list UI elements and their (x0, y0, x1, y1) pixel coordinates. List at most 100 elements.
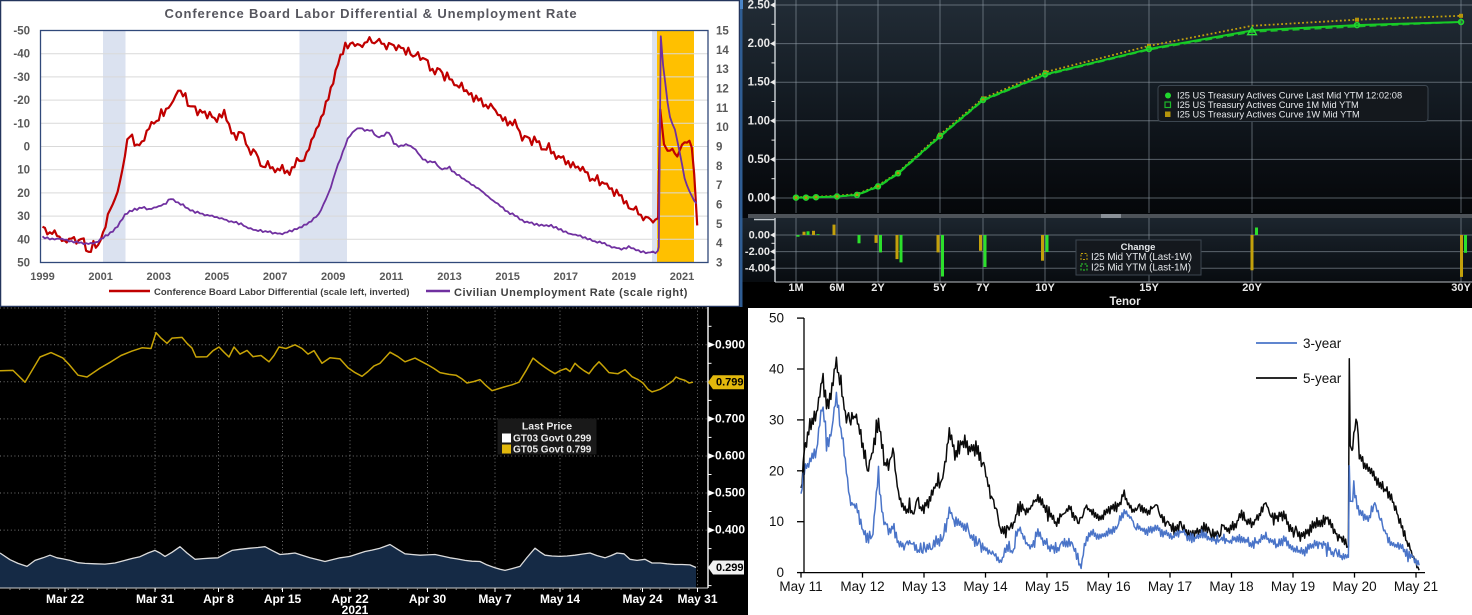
svg-text:3: 3 (716, 258, 722, 270)
svg-text:I25 US Treasury Actives Curve: I25 US Treasury Actives Curve Last Mid Y… (1177, 91, 1402, 101)
svg-text:20Y: 20Y (1242, 282, 1262, 294)
svg-text:I25 US Treasury Actives Curve: I25 US Treasury Actives Curve 1M Mid YTM (1177, 100, 1359, 110)
svg-text:May 18: May 18 (1209, 579, 1253, 594)
svg-text:10: 10 (17, 165, 30, 177)
svg-text:May 16: May 16 (1086, 579, 1130, 594)
svg-text:40: 40 (769, 362, 784, 377)
svg-text:4: 4 (716, 238, 723, 250)
svg-text:10: 10 (716, 122, 729, 134)
svg-text:May 14: May 14 (540, 592, 580, 606)
svg-text:2011: 2011 (379, 271, 403, 283)
svg-text:Conference Board Labor Differe: Conference Board Labor Differential & Un… (165, 6, 578, 21)
svg-text:9: 9 (716, 142, 722, 154)
svg-text:1.00: 1.00 (748, 115, 770, 127)
svg-text:May 12: May 12 (840, 579, 884, 594)
svg-text:Tenor: Tenor (1109, 296, 1141, 308)
svg-text:14: 14 (716, 45, 729, 57)
svg-text:May 17: May 17 (1148, 579, 1192, 594)
svg-text:50: 50 (17, 258, 30, 270)
svg-text:-4.00: -4.00 (745, 263, 770, 275)
svg-text:0.600: 0.600 (715, 449, 745, 463)
svg-text:2021: 2021 (670, 271, 694, 283)
svg-text:0: 0 (776, 565, 784, 580)
svg-text:13: 13 (716, 64, 729, 76)
svg-text:5Y: 5Y (933, 282, 947, 294)
svg-text:Civilian Unemployment Rate (sc: Civilian Unemployment Rate (scale right) (454, 287, 688, 299)
svg-text:0.900: 0.900 (715, 337, 745, 351)
svg-text:0.00: 0.00 (749, 230, 770, 242)
svg-text:May 24: May 24 (622, 592, 662, 606)
svg-text:2003: 2003 (147, 271, 171, 283)
svg-text:GT05 Govt 0.799: GT05 Govt 0.799 (513, 445, 592, 456)
svg-text:Conference Board Labor Differe: Conference Board Labor Differential (sca… (154, 287, 410, 298)
svg-text:11: 11 (716, 103, 729, 115)
svg-text:0.400: 0.400 (715, 523, 745, 537)
svg-text:Last Price: Last Price (522, 421, 572, 433)
svg-text:30: 30 (769, 412, 784, 427)
svg-text:-30: -30 (13, 72, 30, 84)
svg-text:8: 8 (716, 161, 723, 173)
svg-text:12: 12 (716, 84, 729, 96)
svg-text:15Y: 15Y (1139, 282, 1159, 294)
svg-text:3-year: 3-year (1303, 336, 1342, 351)
svg-text:Apr 15: Apr 15 (264, 592, 302, 606)
svg-text:0.00: 0.00 (748, 193, 770, 205)
svg-text:0.50: 0.50 (748, 154, 770, 166)
svg-text:GT03 Govt 0.299: GT03 Govt 0.299 (513, 434, 592, 445)
svg-text:2001: 2001 (88, 271, 112, 283)
svg-text:I25 Mid YTM (Last-1M): I25 Mid YTM (Last-1M) (1091, 263, 1191, 274)
svg-text:May 14: May 14 (963, 579, 1008, 594)
svg-text:Apr 8: Apr 8 (203, 592, 234, 606)
svg-text:7Y: 7Y (976, 282, 990, 294)
svg-text:5: 5 (716, 219, 723, 231)
svg-text:2017: 2017 (554, 271, 578, 283)
svg-text:20: 20 (17, 188, 30, 200)
svg-text:Apr 22: Apr 22 (331, 592, 369, 606)
svg-text:5-year: 5-year (1303, 371, 1342, 386)
svg-text:50: 50 (769, 311, 784, 326)
svg-text:40: 40 (17, 234, 30, 246)
svg-text:-50: -50 (13, 26, 30, 38)
svg-text:30: 30 (17, 211, 30, 223)
svg-text:1.50: 1.50 (748, 77, 770, 89)
svg-text:0: 0 (24, 142, 30, 154)
svg-text:2013: 2013 (437, 271, 461, 283)
svg-text:2019: 2019 (612, 271, 636, 283)
svg-text:May 13: May 13 (902, 579, 946, 594)
svg-text:Mar 31: Mar 31 (136, 592, 174, 606)
svg-text:2015: 2015 (495, 271, 519, 283)
svg-text:0.799: 0.799 (716, 377, 744, 389)
svg-text:May 7: May 7 (478, 592, 512, 606)
svg-text:6M: 6M (829, 282, 844, 294)
svg-text:2005: 2005 (205, 271, 229, 283)
svg-text:-20: -20 (13, 95, 30, 107)
svg-text:2009: 2009 (321, 271, 345, 283)
svg-text:-2.00: -2.00 (745, 246, 770, 258)
svg-text:Change: Change (1121, 242, 1156, 253)
svg-text:15: 15 (716, 26, 729, 38)
svg-text:May 15: May 15 (1025, 579, 1069, 594)
svg-text:20: 20 (769, 463, 784, 478)
svg-text:-40: -40 (13, 49, 30, 61)
svg-text:May 20: May 20 (1332, 579, 1376, 594)
svg-text:May 19: May 19 (1271, 579, 1315, 594)
svg-text:0.500: 0.500 (715, 486, 745, 500)
svg-text:May 21: May 21 (1394, 579, 1438, 594)
svg-text:Mar 22: Mar 22 (46, 592, 84, 606)
svg-text:0.299: 0.299 (716, 562, 744, 574)
svg-text:I25 Mid YTM (Last-1W): I25 Mid YTM (Last-1W) (1091, 252, 1192, 263)
svg-text:2Y: 2Y (871, 282, 885, 294)
svg-text:10: 10 (769, 514, 784, 529)
svg-text:2.00: 2.00 (748, 38, 770, 50)
svg-text:7: 7 (716, 180, 722, 192)
svg-text:10Y: 10Y (1035, 282, 1055, 294)
svg-text:May 31: May 31 (677, 592, 717, 606)
svg-text:2021: 2021 (342, 603, 369, 615)
svg-text:30Y: 30Y (1451, 282, 1471, 294)
svg-text:0.700: 0.700 (715, 411, 745, 425)
svg-text:1999: 1999 (30, 271, 54, 283)
svg-text:1M: 1M (788, 282, 803, 294)
svg-text:-10: -10 (13, 118, 30, 130)
svg-text:6: 6 (716, 200, 722, 212)
svg-text:2007: 2007 (263, 271, 287, 283)
